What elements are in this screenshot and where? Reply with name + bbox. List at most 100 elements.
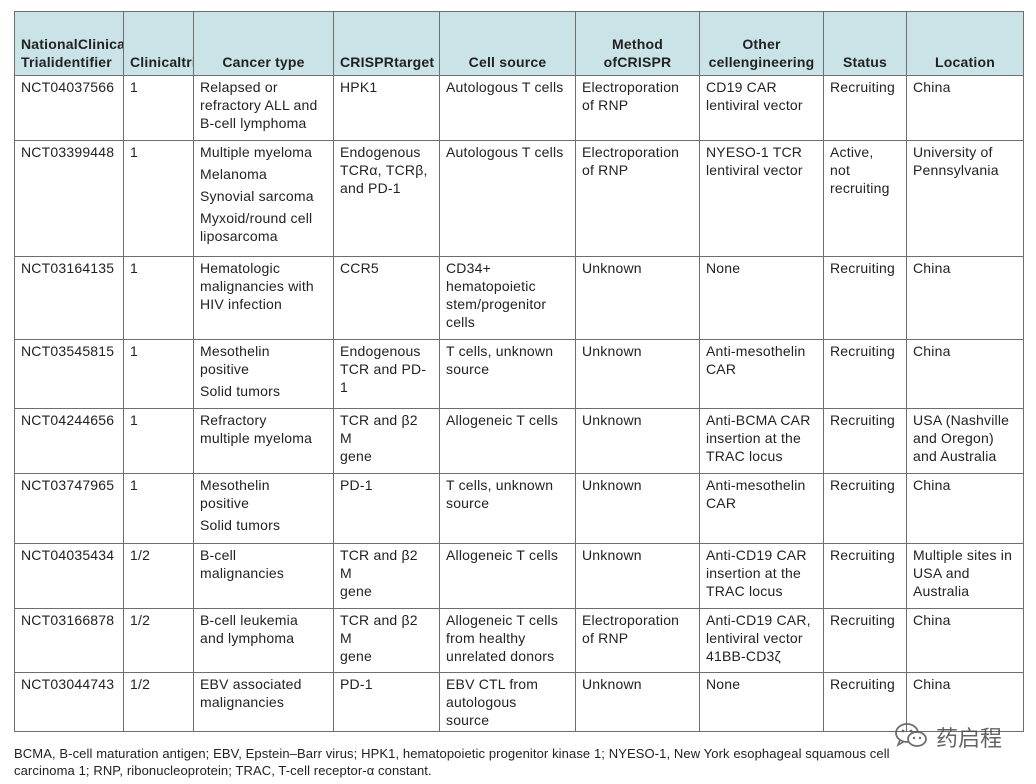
cell-line: Anti-mesothelin [706,343,806,359]
cell-line: PD-1 [340,477,373,493]
table-cell: CD19 CAR lentiviral vector [699,75,824,141]
cell-line: China [913,260,951,276]
column-header-line: Clinical Trial [21,36,123,70]
table-cell: TCR and β2 M gene [333,408,440,474]
table-cell: NCT04244656 [14,408,124,474]
table-cell: NCT03166878 [14,608,124,673]
cell-line: and lymphoma [200,630,295,646]
cell-line: NCT03044743 [21,676,115,692]
cell-line: stem/progenitor [446,296,547,312]
cell-line: Electroporation [582,79,680,95]
column-header-line: CRISPR [340,54,395,70]
table-cell: 1/2 [123,608,194,673]
cell-line: Autologous T cells [446,79,564,95]
table-cell: Endogenous TCR and PD-1 [333,339,440,409]
cell-line: not [830,162,851,178]
cell-line: of RNP [582,630,629,646]
cell-line: None [706,260,741,276]
table-cell: T cells, unknown source [439,473,576,544]
table-cell: Multiple myeloma Melanoma Synovial sarcoma… [193,140,334,257]
table-cell: Anti-BCMA CAR insertion at the TRAC locus [699,408,824,474]
cell-line: B-cell lymphoma [200,115,307,131]
column-header-line: Status [843,54,887,70]
table-cell: Recruiting [823,256,907,340]
table-cell: University of Pennsylvania [906,140,1024,257]
cell-line: 1 [130,260,138,276]
watermark-text: 药启程 [936,726,1003,751]
table-cell: 1 [123,75,194,141]
column-header: CRISPRtarget [333,11,440,76]
column-header: Status [823,11,907,76]
table-cell: Anti-CD19 CAR, lentiviral vector 41BB-CD3ζ [699,608,824,673]
cell-line: and Oregon) [913,430,994,446]
table-cell: Allogeneic T cells from healthy unrelated … [439,608,576,673]
header-row: NationalClinical TrialidentifierClinical… [14,11,1024,76]
cell-line: NCT04244656 [21,412,115,428]
cell-line: 1 [130,144,138,160]
column-header-line: Method of [603,36,663,70]
table-cell: Unknown [575,408,700,474]
table-cell: 1 [123,408,194,474]
table-cell: NCT03399448 [14,140,124,257]
table-cell: Active, not recruiting [823,140,907,257]
cell-line: China [913,612,951,628]
wechat-icon [894,722,936,756]
table-row: NCT03399448 1 Multiple myeloma Melanoma Syno… [14,140,1024,257]
table-cell: NYESO-1 TCR lentiviral vector [699,140,824,257]
table-cell: CCR5 [333,256,440,340]
table-cell: Relapsed or refractory ALL and B-cell lymp… [193,75,334,141]
cell-line: HIV infection [200,296,282,312]
table-cell: China [906,473,1024,544]
table-cell: Allogeneic T cells [439,408,576,474]
table-cell: Recruiting [823,473,907,544]
table-cell: Recruiting [823,608,907,673]
column-header-line: trial [181,54,192,70]
cell-line: NCT03166878 [21,612,115,628]
cell-line: unrelated donors [446,648,555,664]
cell-line: 1 [130,343,138,359]
table-cell: China [906,672,1024,732]
table-cell: China [906,256,1024,340]
cell-line: positive [200,495,250,511]
table-cell: Allogeneic T cells [439,543,576,609]
footnote-line-1: BCMA, B-cell maturation antigen; EBV, Ep… [14,746,890,761]
table-cell: Unknown [575,339,700,409]
table-row: NCT03044743 1/2 EBV associated malignancies… [14,672,1024,732]
column-header: Other cellengineering [699,11,824,76]
table-cell: PD-1 [333,672,440,732]
cell-line: Endogenous [340,343,421,359]
cell-line: Endogenous [340,144,421,160]
cell-line: 1/2 [130,612,151,628]
cell-line: Recruiting [830,676,896,692]
cell-line: NCT04037566 [21,79,115,95]
table-cell: B-cell leukemia and lymphoma [193,608,334,673]
table-row: NCT03545815 1 Mesothelin positive Solid tumo… [14,339,1024,409]
table-cell: China [906,608,1024,673]
cell-line: T cells, unknown [446,343,554,359]
cell-line: and Australia [913,448,997,464]
cell-line: Recruiting [830,612,896,628]
cell-line: of RNP [582,97,629,113]
cell-line: NCT03399448 [21,144,115,160]
cell-line: Anti-CD19 CAR, [706,612,811,628]
cell-line: PD-1 [340,676,373,692]
cell-line: 1 [130,412,138,428]
cell-line: 1/2 [130,547,151,563]
cell-line: source [446,495,490,511]
cell-line: CD19 CAR [706,79,777,95]
table-cell: Electroporation of RNP [575,608,700,673]
cell-line: refractory ALL and [200,97,318,113]
cell-line: Multiple sites in [913,547,1013,563]
cell-line: TCR and β2 M [340,547,418,581]
cell-line: None [706,676,741,692]
cell-line: Anti-BCMA CAR [706,412,811,428]
table-cell: Multiple sites in USA and Australia [906,543,1024,609]
cell-line: EBV CTL from [446,676,539,692]
cell-line: Recruiting [830,477,896,493]
cell-line: TCR and PD-1 [340,361,427,395]
table-cell: 1 [123,256,194,340]
cell-line: Relapsed or [200,79,278,95]
column-header-line: CRISPR [617,54,672,70]
cell-line: EBV associated [200,676,302,692]
table-cell: Unknown [575,672,700,732]
